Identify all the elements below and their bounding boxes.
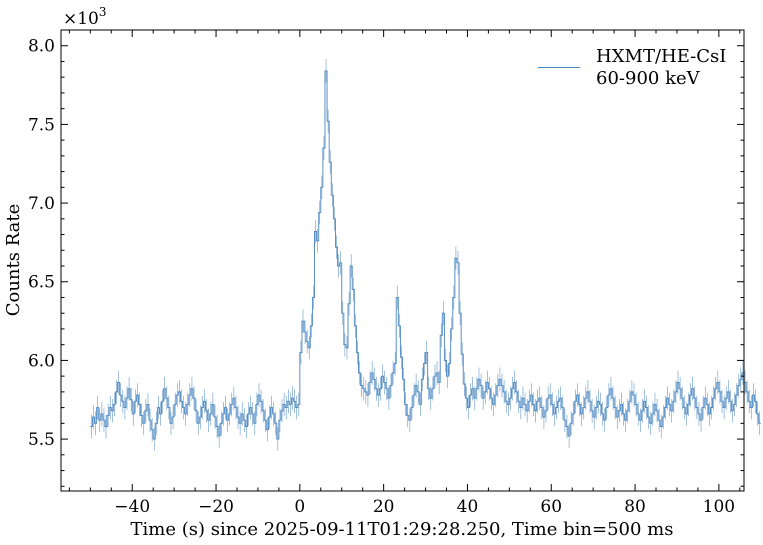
y-tick-label: 7.0: [28, 194, 55, 214]
plot-frame: [60, 29, 745, 492]
x-tick-label: 100: [703, 497, 735, 517]
series-line: [90, 70, 761, 440]
y-tick-label: 6.5: [28, 273, 55, 293]
x-tick-labels: −40 −20 0 20 40 60 80 100: [114, 497, 735, 517]
plot-area: [90, 59, 761, 451]
legend: HXMT/HE-CsI 60-900 keV: [538, 46, 726, 89]
y-multiplier-base: ×10: [63, 9, 99, 29]
x-tick-label: 80: [624, 497, 646, 517]
axis-ticks: [61, 29, 744, 491]
x-tick-label: −20: [198, 497, 234, 517]
legend-label-energy: 60-900 keV: [596, 68, 701, 89]
y-tick-label: 8.0: [28, 37, 55, 57]
legend-label-instrument: HXMT/HE-CsI: [596, 46, 726, 67]
y-axis-label: Counts Rate: [3, 204, 24, 317]
x-tick-label: −40: [114, 497, 150, 517]
x-tick-label: 40: [457, 497, 479, 517]
y-tick-label: 6.0: [28, 351, 55, 371]
x-axis-label: Time (s) since 2025-09-11T01:29:28.250, …: [131, 519, 674, 540]
y-multiplier-exponent: 3: [99, 5, 107, 19]
x-tick-label: 20: [373, 497, 395, 517]
y-tick-label: 5.5: [28, 430, 55, 450]
y-tick-labels: 5.5 6.0 6.5 7.0 7.5 8.0: [28, 37, 55, 450]
y-multiplier: ×103: [63, 5, 107, 29]
x-tick-label: 60: [540, 497, 562, 517]
x-tick-label: 0: [294, 497, 305, 517]
y-tick-label: 7.5: [28, 115, 55, 135]
